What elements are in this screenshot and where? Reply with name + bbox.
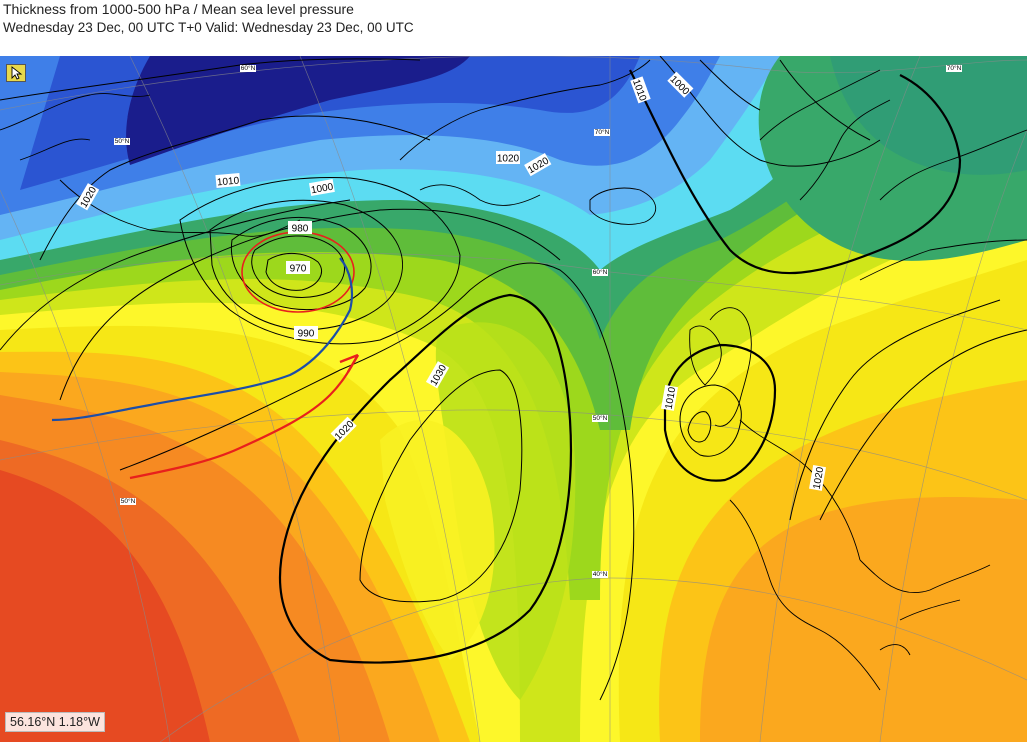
warm-front[interactable]: [129, 354, 359, 480]
isobar-1010-north[interactable]: [0, 58, 421, 101]
isobar-1000[interactable]: [179, 177, 461, 345]
isobar-1020-east-2[interactable]: [819, 329, 1027, 521]
thickness-band-dark-blue: [126, 56, 470, 165]
warm-front-arrowhead: [339, 353, 360, 373]
isobars: [0, 56, 1027, 701]
isobar-970[interactable]: [251, 235, 345, 298]
isobar-960[interactable]: [265, 253, 322, 291]
isobar-1030[interactable]: [278, 293, 573, 664]
graticule: [0, 56, 1027, 742]
chart-title: Thickness from 1000-500 hPa / Mean sea l…: [3, 1, 354, 17]
isobar-1020-south[interactable]: [119, 262, 635, 701]
cursor-coordinate-readout: 56.16°N 1.18°W: [5, 712, 105, 732]
map-tool-button[interactable]: [6, 64, 26, 82]
isobar-1010-uk[interactable]: [663, 343, 777, 482]
thickness-band-atlantic-yellow: [380, 420, 495, 660]
weather-map[interactable]: [0, 56, 1027, 742]
isobar-1010-atlantic[interactable]: [59, 208, 561, 401]
pointer-icon: [11, 66, 23, 80]
chart-subtitle: Wednesday 23 Dec, 00 UTC T+0 Valid: Wedn…: [3, 20, 414, 35]
chart-header: Thickness from 1000-500 hPa / Mean sea l…: [0, 0, 1027, 56]
thickness-band-atlantic-lime: [435, 322, 576, 700]
cold-front[interactable]: [51, 257, 354, 422]
thickness-band-scandinavia-teal: [830, 56, 1027, 175]
isobar-1010-uk-inner[interactable]: [679, 384, 742, 457]
isobar-1020-uk-inner[interactable]: [687, 411, 712, 443]
isobar-1020-east[interactable]: [789, 299, 1001, 521]
isobar-1030-inner[interactable]: [359, 369, 523, 603]
isobar-980[interactable]: [230, 216, 372, 310]
isobar-990[interactable]: [209, 199, 404, 331]
isobar-1010-scandinavia[interactable]: [629, 69, 962, 275]
isobar-1010-ne[interactable]: [699, 59, 871, 141]
isobar-1020-atlantic[interactable]: [0, 199, 351, 351]
